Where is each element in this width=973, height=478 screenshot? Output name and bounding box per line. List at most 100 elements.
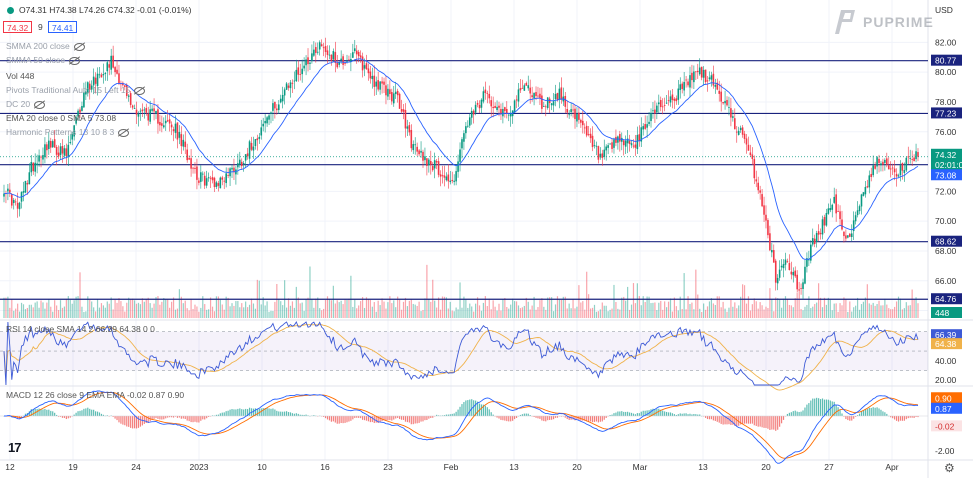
volume-bar: [465, 299, 467, 318]
macd-hist-bar: [245, 408, 247, 416]
gear-icon[interactable]: ⚙: [944, 461, 955, 475]
macd-hist-bar: [855, 416, 857, 417]
macd-hist-bar: [482, 404, 485, 416]
macd-hist-bar: [116, 416, 118, 421]
macd-legend[interactable]: MACD 12 26 close 9 EMA EMA -0.02 0.87 0.…: [6, 390, 185, 400]
tradingview-logo-icon[interactable]: 17: [8, 440, 22, 455]
volume-bar: [475, 303, 477, 318]
candle-body: [118, 73, 120, 84]
volume-bar: [145, 299, 147, 318]
macd-hist-bar: [615, 412, 617, 416]
volume-bar: [399, 299, 401, 318]
macd-hist-bar: [69, 416, 71, 418]
candle-body: [564, 95, 567, 107]
macd-hist-bar: [905, 416, 907, 420]
candle-body: [889, 168, 892, 170]
candle-body: [619, 134, 621, 142]
macd-hist-bar: [611, 414, 613, 416]
macd-hist-bar: [436, 414, 438, 416]
volume-bar: [75, 296, 77, 318]
candle-body: [720, 91, 722, 102]
volume-bar: [625, 300, 627, 318]
macd-hist-bar: [584, 416, 586, 421]
macd-hist-bar: [165, 416, 167, 419]
time-tick-label: Mar: [633, 462, 648, 472]
macd-hist-bar: [521, 414, 523, 416]
candle-body: [75, 117, 77, 124]
rsi-legend[interactable]: RSI 14 close SMA 14 2 66.39 64.38 0 0: [6, 324, 155, 334]
candle-body: [340, 58, 342, 61]
candle-body: [439, 174, 442, 177]
macd-hist-bar: [30, 409, 32, 416]
candles: [3, 37, 919, 299]
legend-pivots[interactable]: Pivots Traditional Auto 15 Left 15: [6, 85, 146, 96]
candle-body: [531, 95, 533, 98]
volume-bar: [699, 308, 701, 318]
candle-body: [178, 131, 181, 138]
volume-bar: [219, 299, 221, 318]
volume-bar: [180, 296, 182, 318]
hidden-eye-icon[interactable]: [73, 42, 85, 51]
legend-harmonic[interactable]: Harmonic Patterns 13 10 8 3: [6, 127, 145, 138]
volume-bar: [467, 307, 469, 318]
candle-body: [860, 194, 863, 207]
volume-bar: [591, 307, 594, 318]
volume-bar: [262, 297, 264, 318]
macd-hist-bar: [231, 409, 233, 416]
currency-label[interactable]: USD: [935, 5, 953, 15]
macd-hist-bar: [882, 411, 884, 416]
legend-volume[interactable]: Vol 448: [6, 71, 35, 81]
volume-bar: [792, 307, 794, 318]
macd-hist-bar: [114, 416, 116, 419]
volume-bar: [515, 301, 518, 318]
legend-ema[interactable]: EMA 20 close 0 SMA 5 73.08: [6, 113, 117, 123]
macd-hist-bar: [248, 407, 251, 416]
volume-bar: [346, 299, 348, 318]
macd-hist-bar: [412, 416, 414, 425]
macd-hist-bar: [492, 414, 494, 416]
candle-body: [613, 139, 615, 148]
macd-hist-bar: [420, 416, 422, 422]
volume-bar: [597, 311, 599, 318]
candle-body: [468, 117, 471, 126]
volume-bar: [831, 310, 833, 318]
macd-hist-bar: [816, 397, 818, 416]
legend-smma200[interactable]: SMMA 200 close: [6, 41, 145, 52]
volume-bar: [650, 303, 652, 318]
ask-price-box[interactable]: 74.41: [48, 21, 78, 33]
volume-bar: [404, 297, 407, 318]
candle-body: [817, 231, 820, 235]
volume-bar: [110, 297, 112, 318]
macd-hist-bar: [533, 416, 535, 418]
macd-hist-bar: [743, 416, 746, 424]
hidden-eye-icon[interactable]: [134, 86, 146, 95]
volume-bar: [231, 303, 233, 318]
macd-hist-bar: [763, 416, 765, 428]
hidden-eye-icon[interactable]: [34, 100, 46, 109]
volume-bar: [418, 301, 420, 318]
volume-bar: [825, 304, 828, 318]
candle-body: [870, 173, 873, 178]
candle-body: [73, 125, 75, 137]
legend-dc[interactable]: DC 20: [6, 99, 145, 110]
macd-hist-bar: [779, 416, 781, 427]
volume-bar: [556, 296, 559, 318]
macd-hist-bar: [736, 416, 738, 427]
candle-body: [578, 112, 580, 120]
volume-bar: [595, 311, 598, 318]
macd-hist-bar: [270, 408, 272, 416]
level-price-label: 68.62: [935, 237, 957, 247]
bid-price-box[interactable]: 74.32: [3, 21, 33, 33]
volume-bar: [685, 309, 687, 318]
volume-bar: [38, 307, 40, 318]
volume-bar: [689, 304, 691, 318]
hidden-eye-icon[interactable]: [69, 56, 81, 65]
candle-body: [443, 175, 446, 178]
macd-hist-bar: [704, 416, 707, 418]
legend-smma50[interactable]: SMMA 50 close: [6, 55, 145, 66]
volume-bar: [890, 309, 892, 318]
macd-hist-bar: [301, 414, 303, 416]
hidden-eye-icon[interactable]: [118, 128, 130, 137]
macd-hist-bar: [50, 410, 52, 416]
